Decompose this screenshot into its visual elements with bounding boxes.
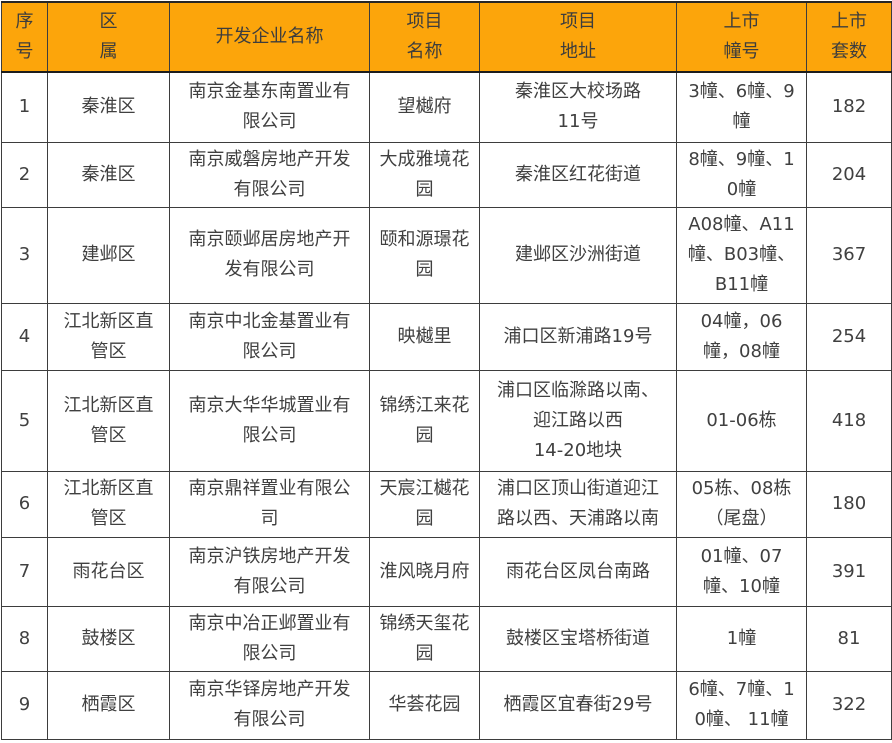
cell-index: 5 [1,369,48,472]
cell-address: 浦口区新浦路19号 [479,302,677,371]
cell-units: 182 [806,71,892,143]
cell-units: 204 [806,141,892,208]
cell-units: 391 [806,536,892,607]
cell-buildings: 3幢、6幢、9 幢 [676,71,807,143]
cell-project: 淮风晓月府 [369,536,480,607]
cell-project: 锦绣江来花 园 [369,369,480,472]
column-header-units: 上市 套数 [806,1,892,73]
cell-developer: 南京中冶正邺置业有 限公司 [169,605,370,672]
table-body: 1 秦淮区 南京金基东南置业有 限公司 望樾府 秦淮区大校场路 11号 3幢、6幢、9 幢… [1,71,892,740]
cell-district: 江北新区直 管区 [47,470,170,538]
cell-address: 雨花台区凤台南路 [479,536,677,607]
cell-index: 4 [1,302,48,371]
cell-address: 鼓楼区宝塔桥街道 [479,605,677,672]
table-row: 7 雨花台区 南京沪铁房地产开发 有限公司 淮风晓月府 雨花台区凤台南路 01幢、07 幢… [1,536,892,607]
column-header-address: 项目 地址 [479,1,677,73]
cell-project: 颐和源璟花 园 [369,206,480,304]
cell-address: 浦口区临滁路以南、 迎江路以西 14-20地块 [479,369,677,472]
cell-district: 江北新区直 管区 [47,302,170,371]
cell-units: 322 [806,670,892,740]
table-row: 9 栖霞区 南京华铎房地产开发 有限公司 华荟花园 栖霞区宜春街29号 6幢、7幢、1 0… [1,670,892,740]
cell-buildings: 05栋、08栋 （尾盘） [676,470,807,538]
cell-district: 雨花台区 [47,536,170,607]
cell-buildings: 01-06栋 [676,369,807,472]
cell-index: 6 [1,470,48,538]
table-row: 4 江北新区直 管区 南京中北金基置业有 限公司 映樾里 浦口区新浦路19号 04幢，06… [1,302,892,371]
cell-units: 254 [806,302,892,371]
column-header-buildings: 上市 幢号 [676,1,807,73]
table-row: 3 建邺区 南京颐邺居房地产开 发有限公司 颐和源璟花 园建邺区沙洲街道 A08幢、A1… [1,206,892,304]
cell-district: 建邺区 [47,206,170,304]
cell-project: 天宸江樾花 园 [369,470,480,538]
cell-district: 栖霞区 [47,670,170,740]
cell-address: 秦淮区大校场路 11号 [479,71,677,143]
table-row: 6 江北新区直 管区 南京鼎祥置业有限公 司天宸江樾花 园浦口区顶山街道迎江 路以西… [1,470,892,538]
cell-address: 栖霞区宜春街29号 [479,670,677,740]
cell-address: 建邺区沙洲街道 [479,206,677,304]
table-header-row: 序 号区 属开发企业名称 项目 名称 项目 地址 上市 幢号 上市 套数 [1,1,892,73]
table-row: 1 秦淮区 南京金基东南置业有 限公司 望樾府 秦淮区大校场路 11号 3幢、6幢、9 幢… [1,71,892,143]
cell-buildings: 01幢、07 幢、10幢 [676,536,807,607]
cell-developer: 南京金基东南置业有 限公司 [169,71,370,143]
cell-index: 8 [1,605,48,672]
cell-developer: 南京华铎房地产开发 有限公司 [169,670,370,740]
cell-units: 418 [806,369,892,472]
cell-address: 浦口区顶山街道迎江 路以西、天浦路以南 [479,470,677,538]
cell-project: 锦绣天玺花 园 [369,605,480,672]
cell-units: 81 [806,605,892,672]
cell-developer: 南京沪铁房地产开发 有限公司 [169,536,370,607]
cell-project: 大成雅境花 园 [369,141,480,208]
cell-buildings: 04幢，06 幢，08幢 [676,302,807,371]
cell-index: 3 [1,206,48,304]
cell-district: 秦淮区 [47,71,170,143]
cell-developer: 南京颐邺居房地产开 发有限公司 [169,206,370,304]
cell-buildings: 8幢、9幢、1 0幢 [676,141,807,208]
cell-project: 华荟花园 [369,670,480,740]
cell-project: 望樾府 [369,71,480,143]
cell-project: 映樾里 [369,302,480,371]
column-header-project: 项目 名称 [369,1,480,73]
column-header-index: 序 号 [1,1,48,73]
cell-buildings: 6幢、7幢、1 0幢、 11幢 [676,670,807,740]
cell-units: 180 [806,470,892,538]
cell-district: 江北新区直 管区 [47,369,170,472]
table-header: 序 号区 属开发企业名称 项目 名称 项目 地址 上市 幢号 上市 套数 [1,1,892,73]
cell-address: 秦淮区红花街道 [479,141,677,208]
cell-buildings: A08幢、A11 幢、B03幢、 B11幢 [676,206,807,304]
cell-buildings: 1幢 [676,605,807,672]
cell-developer: 南京大华华城置业有 限公司 [169,369,370,472]
cell-units: 367 [806,206,892,304]
cell-district: 鼓楼区 [47,605,170,672]
column-header-developer: 开发企业名称 [169,1,370,73]
table-row: 2 秦淮区 南京威磐房地产开发 有限公司 大成雅境花 园秦淮区红花街道 8幢、9幢、1 … [1,141,892,208]
cell-index: 7 [1,536,48,607]
table-row: 5 江北新区直 管区 南京大华华城置业有 限公司 锦绣江来花 园浦口区临滁路以南、 迎… [1,369,892,472]
cell-developer: 南京鼎祥置业有限公 司 [169,470,370,538]
cell-developer: 南京威磐房地产开发 有限公司 [169,141,370,208]
cell-index: 9 [1,670,48,740]
cell-developer: 南京中北金基置业有 限公司 [169,302,370,371]
column-header-district: 区 属 [47,1,170,73]
table-row: 8 鼓楼区 南京中冶正邺置业有 限公司 锦绣天玺花 园鼓楼区宝塔桥街道 1幢 81 [1,605,892,672]
cell-district: 秦淮区 [47,141,170,208]
cell-index: 2 [1,141,48,208]
cell-index: 1 [1,71,48,143]
